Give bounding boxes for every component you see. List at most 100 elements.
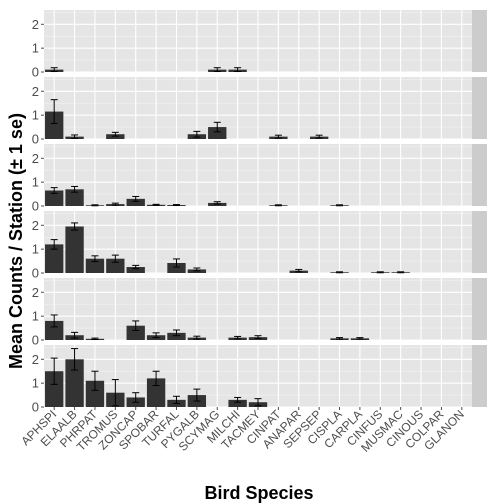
bar-aphspi (45, 190, 64, 206)
bar-zoncap (126, 325, 145, 340)
y-tick-label: 2 (32, 151, 39, 166)
error-bar-turfal (172, 258, 180, 268)
bar-aphspi (45, 111, 64, 139)
error-bar-spobar (152, 332, 160, 339)
error-bar-phrpat (91, 204, 99, 207)
facet-strip: Seno Toroido (472, 10, 487, 72)
error-bar-tromus (111, 379, 119, 407)
error-bar-pygalb (193, 267, 201, 272)
error-bar-zoncap (132, 320, 140, 331)
error-bar-pygalb (193, 388, 201, 402)
y-tick-label: 0 (32, 65, 39, 80)
y-tick-label: 1 (32, 175, 39, 190)
bar-spobar (146, 378, 166, 407)
error-bar-phrpat (91, 337, 99, 341)
facet-strip: Seno Pia Este (472, 144, 487, 206)
bar-zoncap (126, 198, 145, 206)
error-bar-elaalb (71, 134, 79, 139)
error-bar-carpla (356, 337, 364, 340)
error-bar-aphspi (50, 239, 58, 250)
error-bar-tacmey (254, 335, 262, 340)
bar-elaalb (65, 189, 84, 206)
error-bar-spobar (152, 370, 160, 387)
error-bar-cinpat (274, 204, 282, 207)
bar-aphspi (45, 371, 64, 407)
bar-aphspi (45, 244, 64, 273)
y-tick-label: 1 (32, 41, 39, 56)
error-bar-cispla (336, 337, 344, 340)
error-bar-phrpat (91, 370, 99, 391)
y-tick-label: 2 (32, 17, 39, 32)
error-bar-zoncap (132, 264, 140, 270)
x-axis-title: Bird Species (204, 483, 313, 503)
error-bar-milchi (234, 396, 242, 403)
y-tick-label: 0 (32, 132, 39, 147)
error-bar-tacmey (254, 398, 262, 407)
error-bar-aphspi (50, 99, 58, 124)
error-bar-zoncap (132, 195, 140, 202)
bar-elaalb (65, 226, 84, 273)
error-bar-sepsep (315, 134, 323, 139)
facet-panel: 0 1 2 Seno Pia Oeste (32, 77, 487, 147)
facet-strip: Isla Hoste (472, 345, 487, 407)
error-bar-tromus (111, 131, 119, 137)
error-bar-turfal (172, 395, 180, 404)
y-axis-title: Mean Counts / Station (± 1 se) (6, 113, 26, 369)
facet-panel: 0 1 2 Seno Pia Este (32, 144, 487, 214)
error-bar-phrpat (91, 255, 99, 263)
error-bar-cispla (336, 204, 344, 207)
y-tick-label: 2 (32, 218, 39, 233)
y-tick-label: 2 (32, 84, 39, 99)
y-tick-label: 1 (32, 242, 39, 257)
error-bar-cinfus (376, 271, 384, 274)
y-tick-label: 0 (32, 266, 39, 281)
bar-elaalb (65, 359, 84, 407)
y-tick-label: 0 (32, 199, 39, 214)
y-tick-label: 2 (32, 285, 39, 300)
bar-phrpat (85, 380, 105, 407)
y-tick-label: 1 (32, 309, 39, 324)
error-bar-zoncap (132, 392, 140, 403)
error-bar-turfal (172, 204, 180, 207)
y-tick-label: 0 (32, 333, 39, 348)
bar-turfal (167, 262, 186, 273)
facet-panels: 0 1 2 Seno Toroido 0 1 2 Seno Pia Oeste 0 1 2 Seno … (32, 10, 487, 415)
bar-scymag (208, 127, 227, 139)
error-bar-aphspi (50, 187, 58, 194)
y-tick-label: 1 (32, 376, 39, 391)
bar-milchi (228, 399, 247, 407)
y-tick-label: 1 (32, 108, 39, 123)
error-bar-cispla (336, 271, 344, 274)
error-bar-milchi (234, 67, 242, 73)
facet-panel: 0 1 2 Seno Holanda (32, 278, 487, 348)
error-bar-scymag (213, 67, 221, 73)
error-bar-elaalb (71, 185, 79, 193)
error-bar-anapar (295, 268, 303, 273)
error-bar-tromus (111, 254, 119, 263)
error-bar-turfal (172, 329, 180, 337)
bar-phrpat (85, 258, 105, 273)
error-bar-pygalb (193, 130, 201, 138)
bar-zoncap (126, 267, 145, 273)
error-bar-tromus (111, 202, 119, 206)
error-bar-aphspi (50, 314, 58, 328)
error-bar-scymag (213, 201, 221, 205)
error-bar-elaalb (71, 348, 79, 371)
error-bar-musmac (397, 271, 405, 274)
error-bar-aphspi (50, 67, 58, 73)
error-bar-cinpat (274, 134, 282, 139)
bar-turfal (167, 332, 186, 340)
error-bar-milchi (234, 335, 242, 340)
facet-strip: Seno Pia Oeste (472, 77, 487, 139)
facet-panel: 0 1 2 Seno Toroido (32, 10, 487, 80)
error-bar-scymag (213, 121, 221, 133)
facet-panel: 0 1 2 Seno Alemania (32, 211, 487, 281)
bar-tromus (106, 258, 125, 273)
bar-aphspi (45, 320, 64, 340)
y-tick-label: 0 (32, 400, 39, 415)
error-bar-aphspi (50, 357, 58, 385)
facet-strip: Seno Alemania (472, 211, 487, 273)
y-tick-label: 2 (32, 352, 39, 367)
facet-strip: Seno Holanda (472, 278, 487, 340)
